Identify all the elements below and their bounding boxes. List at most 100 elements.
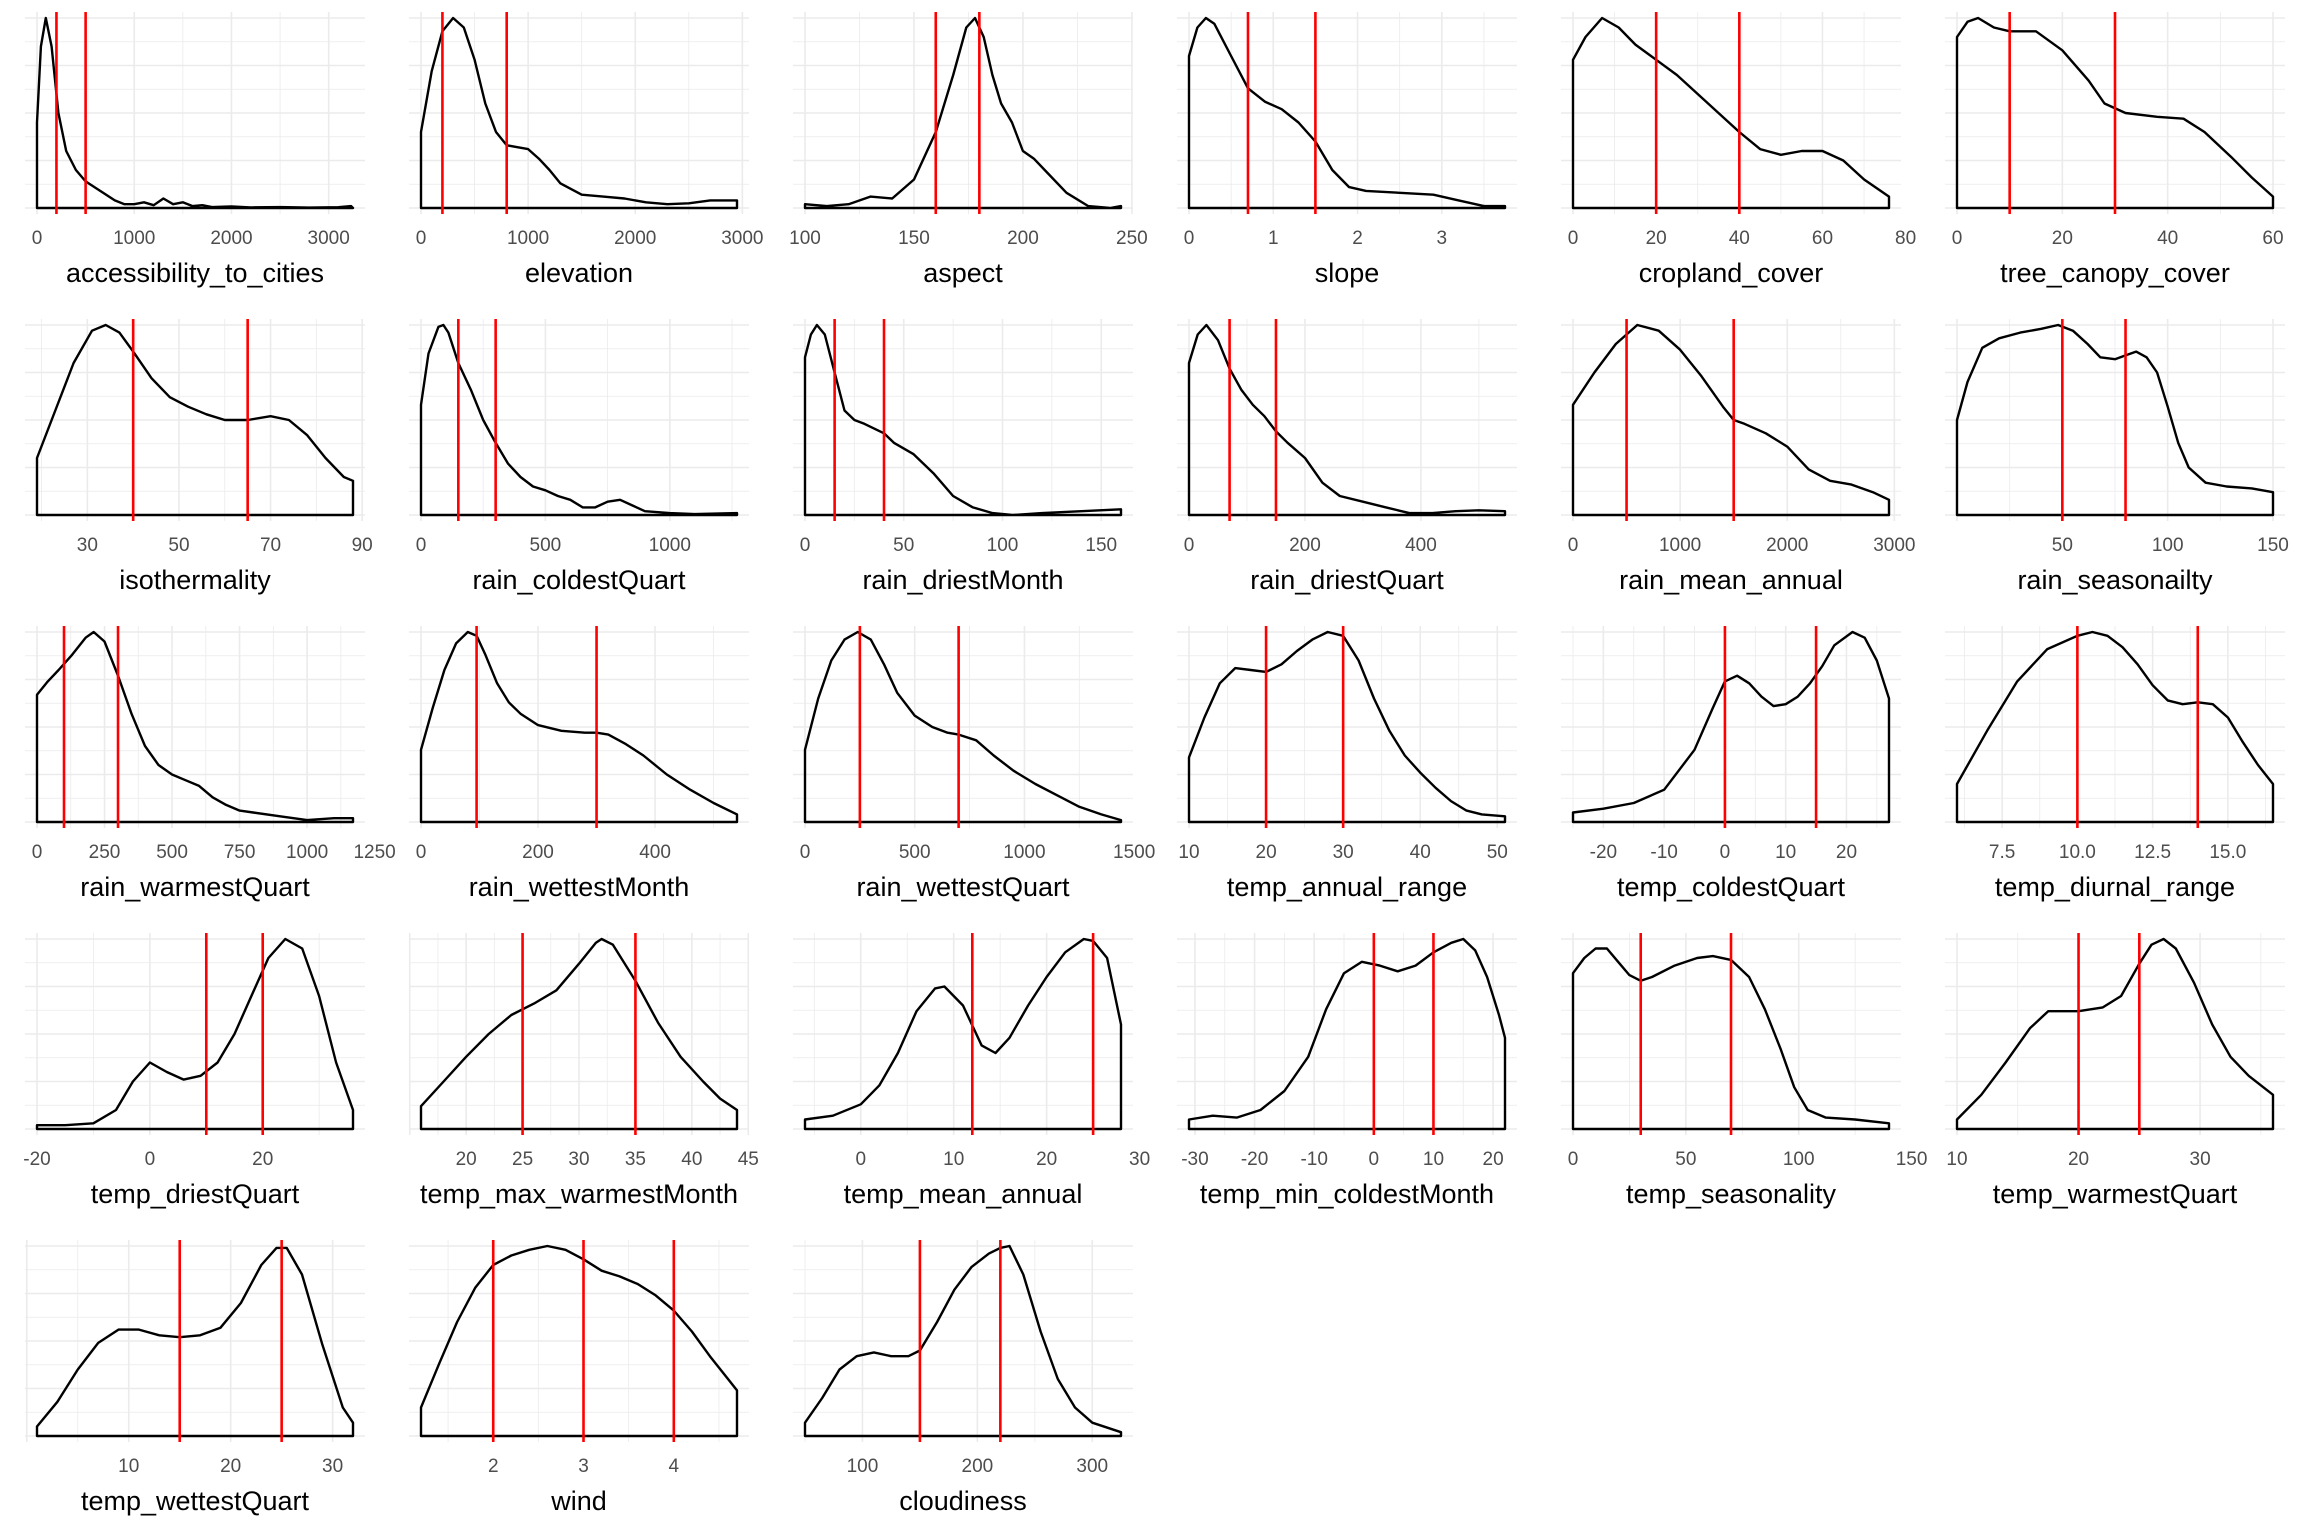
density-panel-rain_mean_annual: 0 1000 2000 3000 rain_mean_annual xyxy=(1536,307,1920,614)
density-panel-temp_annual_range: 10 20 30 40 50 temp_annual_range xyxy=(1152,614,1536,921)
x-tick-label: 1250 xyxy=(353,842,395,863)
x-tick-label: 2000 xyxy=(1766,535,1808,556)
x-tick-label: 250 xyxy=(1116,228,1148,249)
density-panel-rain_wettestQuart: 0 500 1000 1500 rain_wettestQuart xyxy=(768,614,1155,921)
y-gridlines xyxy=(793,17,1133,209)
x-tick-label: 50 xyxy=(168,535,189,556)
x-tick-label: 3000 xyxy=(1873,535,1915,556)
y-gridlines xyxy=(25,324,365,516)
x-tick-label: 0 xyxy=(416,535,427,556)
x-tick-label: 10 xyxy=(118,1456,139,1477)
x-tick-label: 2000 xyxy=(210,228,252,249)
density-chart: 0 1000 2000 3000 accessibility_to_cities xyxy=(25,12,365,288)
x-tick-label: 20 xyxy=(1646,228,1667,249)
x-tick-label: 50 xyxy=(1487,842,1508,863)
x-tick-label: 100 xyxy=(987,535,1019,556)
density-panel-temp_diurnal_range: 7.5 10.0 12.5 15.0 temp_diurnal_range xyxy=(1920,614,2304,921)
x-axis-title: temp_coldestQuart xyxy=(1617,872,1846,902)
y-gridlines xyxy=(1561,631,1901,823)
density-curve xyxy=(803,16,1123,210)
x-tick-label: 20 xyxy=(1036,1149,1057,1170)
x-tick-label: 40 xyxy=(1410,842,1431,863)
density-chart: 0 200 400 rain_driestQuart xyxy=(1177,319,1517,595)
x-tick-label: 4 xyxy=(669,1456,680,1477)
x-tick-label: -20 xyxy=(1590,842,1617,863)
x-tick-label: 7.5 xyxy=(1989,842,2015,863)
density-curve xyxy=(1571,16,1891,210)
x-tick-label: 2000 xyxy=(614,228,656,249)
x-axis-title: rain_driestMonth xyxy=(862,565,1063,595)
density-panel-temp_driestQuart: -20 0 20 temp_driestQuart xyxy=(0,921,384,1228)
x-axis-title: slope xyxy=(1315,258,1380,288)
x-tick-label: 50 xyxy=(893,535,914,556)
density-curve xyxy=(419,16,739,210)
density-chart: 0 250 500 750 1000 1250 rain_warmestQuart xyxy=(25,626,396,902)
density-panel-rain_coldestQuart: 0 500 1000 rain_coldestQuart xyxy=(384,307,768,614)
density-panel-temp_coldestQuart: -20 -10 0 10 20 temp_coldestQuart xyxy=(1536,614,1920,921)
density-chart: 30 50 70 90 isothermality xyxy=(25,319,373,595)
density-curve xyxy=(419,937,739,1131)
density-chart: 2 3 4 wind xyxy=(409,1240,749,1516)
x-tick-label: 0 xyxy=(1720,842,1731,863)
x-axis-title: rain_mean_annual xyxy=(1619,565,1843,595)
x-gridlines xyxy=(41,319,363,521)
x-tick-label: -20 xyxy=(1241,1149,1268,1170)
x-axis-title: temp_seasonality xyxy=(1626,1179,1837,1209)
x-tick-label: 20 xyxy=(2052,228,2073,249)
density-chart: 0 20 40 60 tree_canopy_cover xyxy=(1945,12,2285,288)
x-tick-label: 20 xyxy=(1256,842,1277,863)
x-gridlines xyxy=(36,626,342,828)
density-chart: 0 1000 2000 3000 elevation xyxy=(409,12,763,288)
x-tick-label: 0 xyxy=(1568,1149,1579,1170)
density-curve xyxy=(1571,947,1891,1131)
x-axis-title: rain_coldestQuart xyxy=(472,565,686,595)
x-tick-label: 25 xyxy=(512,1149,533,1170)
x-tick-label: 30 xyxy=(1333,842,1354,863)
x-tick-label: 0 xyxy=(416,842,427,863)
x-tick-label: 200 xyxy=(1289,535,1321,556)
x-tick-label: 15.0 xyxy=(2209,842,2246,863)
x-tick-label: 20 xyxy=(2068,1149,2089,1170)
x-tick-label: 10 xyxy=(943,1149,964,1170)
density-curve xyxy=(803,323,1123,517)
x-tick-label: 10 xyxy=(1423,1149,1444,1170)
x-axis-title: elevation xyxy=(525,258,633,288)
y-gridlines xyxy=(1177,631,1517,823)
x-tick-label: 12.5 xyxy=(2134,842,2171,863)
density-chart: 0 20 40 60 80 cropland_cover xyxy=(1561,12,1916,288)
x-tick-label: 0 xyxy=(800,535,811,556)
y-gridlines xyxy=(793,938,1133,1130)
x-tick-label: -20 xyxy=(23,1149,50,1170)
x-tick-label: 0 xyxy=(800,842,811,863)
density-chart: 0 500 1000 rain_coldestQuart xyxy=(409,319,749,595)
x-axis-title: rain_driestQuart xyxy=(1250,565,1444,595)
x-tick-label: 60 xyxy=(2262,228,2283,249)
y-gridlines xyxy=(793,324,1133,516)
density-curve xyxy=(419,1244,739,1438)
x-tick-label: 1 xyxy=(1268,228,1279,249)
density-curve xyxy=(1955,630,2275,824)
x-axis-title: temp_annual_range xyxy=(1227,872,1467,902)
density-panel-cloudiness: 100 200 300 cloudiness xyxy=(768,1228,1152,1535)
density-panel-temp_max_warmestMonth: 20 25 30 35 40 45 temp_max_warmestMonth xyxy=(384,921,768,1228)
x-tick-label: 3 xyxy=(578,1456,589,1477)
density-panel-temp_seasonality: 0 50 100 150 temp_seasonality xyxy=(1536,921,1927,1228)
x-tick-label: 20 xyxy=(1483,1149,1504,1170)
x-tick-label: 40 xyxy=(681,1149,702,1170)
y-gridlines xyxy=(25,938,365,1130)
density-curve xyxy=(803,1244,1123,1438)
density-curve xyxy=(35,323,355,517)
x-tick-label: 50 xyxy=(2052,535,2073,556)
x-tick-label: 10 xyxy=(1178,842,1199,863)
x-gridlines xyxy=(1572,319,1896,521)
density-panel-temp_min_coldestMonth: -30 -20 -10 0 10 20 temp_min_coldestMonth xyxy=(1152,921,1536,1228)
density-chart: -20 -10 0 10 20 temp_coldestQuart xyxy=(1561,626,1901,902)
x-tick-label: 2 xyxy=(488,1456,499,1477)
density-panel-accessibility_to_cities: 0 1000 2000 3000 accessibility_to_cities xyxy=(0,0,384,307)
x-gridlines xyxy=(1188,319,1480,521)
x-tick-label: 10 xyxy=(1775,842,1796,863)
x-tick-label: 0 xyxy=(32,842,43,863)
x-axis-title: rain_wettestMonth xyxy=(469,872,690,902)
